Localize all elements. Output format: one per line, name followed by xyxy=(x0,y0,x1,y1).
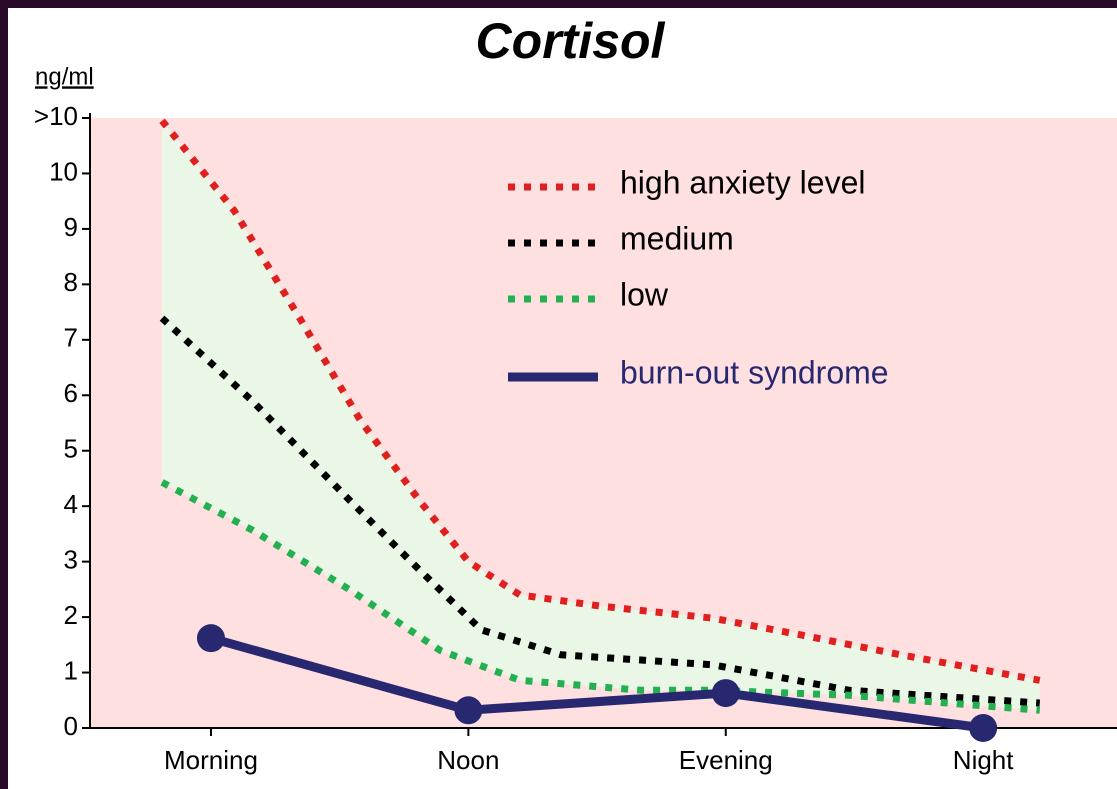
legend-label: low xyxy=(620,276,669,312)
y-tick-label: 3 xyxy=(64,545,78,575)
x-tick-label: Noon xyxy=(437,745,499,775)
x-tick-label: Night xyxy=(953,745,1014,775)
y-tick-label: 5 xyxy=(64,434,78,464)
series-line xyxy=(159,118,1041,684)
y-tick-label: 1 xyxy=(64,655,78,685)
point xyxy=(454,696,483,725)
x-tick-label: Morning xyxy=(164,745,258,775)
point xyxy=(196,624,225,653)
point xyxy=(969,714,998,742)
series-line xyxy=(209,633,984,733)
legend-label: burn-out syndrome xyxy=(620,354,889,390)
y-tick-label: 7 xyxy=(64,323,78,353)
y-tick-label: 10 xyxy=(49,156,78,186)
series-line xyxy=(159,315,1041,707)
x-tick-label: Evening xyxy=(679,745,773,775)
y-tick-label: 2 xyxy=(64,600,78,630)
y-axis-label: ng/ml xyxy=(35,63,94,90)
y-tick-label: 9 xyxy=(64,212,78,242)
chart-title: Cortisol xyxy=(476,13,666,69)
y-tick-label: 8 xyxy=(64,267,78,297)
range-band xyxy=(162,120,1040,711)
legend-label: high anxiety level xyxy=(620,164,865,200)
y-tick-label: 4 xyxy=(64,489,78,519)
y-tick-label: 6 xyxy=(64,378,78,408)
legend-label: medium xyxy=(620,220,734,256)
y-tick-label: 0 xyxy=(64,711,78,741)
series-line xyxy=(160,479,1041,714)
y-tick-label: >10 xyxy=(34,101,78,131)
point xyxy=(711,679,740,708)
